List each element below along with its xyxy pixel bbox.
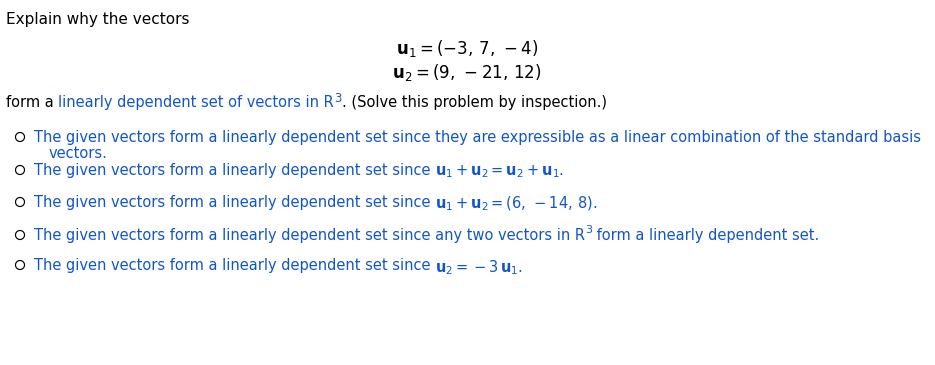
- Text: vectors.: vectors.: [49, 146, 108, 161]
- Text: 3: 3: [334, 92, 341, 105]
- Text: The given vectors form a linearly dependent set since: The given vectors form a linearly depend…: [34, 258, 435, 273]
- Text: The given vectors form a linearly dependent set since: The given vectors form a linearly depend…: [34, 195, 435, 210]
- Text: 3: 3: [585, 225, 592, 235]
- Text: $\mathbf{u}_2 = (9,\,-21,\,12)$: $\mathbf{u}_2 = (9,\,-21,\,12)$: [392, 62, 541, 83]
- Text: linearly dependent set of vectors in R: linearly dependent set of vectors in R: [58, 95, 334, 110]
- Text: $\mathbf{u}_1 + \mathbf{u}_2 = \mathbf{u}_2 + \mathbf{u}_1.$: $\mathbf{u}_1 + \mathbf{u}_2 = \mathbf{u…: [435, 163, 564, 180]
- Text: $\mathbf{u}_1 + \mathbf{u}_2 = (6,\,-14,\,8).$: $\mathbf{u}_1 + \mathbf{u}_2 = (6,\,-14,…: [435, 195, 597, 214]
- Text: The given vectors form a linearly dependent set since they are expressible as a : The given vectors form a linearly depend…: [34, 130, 921, 145]
- Text: $\mathbf{u}_2 = -3\,\mathbf{u}_1.$: $\mathbf{u}_2 = -3\,\mathbf{u}_1.$: [435, 258, 523, 277]
- Text: form a linearly dependent set.: form a linearly dependent set.: [592, 228, 819, 243]
- Text: The given vectors form a linearly dependent set since any two vectors in R: The given vectors form a linearly depend…: [34, 228, 585, 243]
- Text: . (Solve this problem by inspection.): . (Solve this problem by inspection.): [341, 95, 607, 110]
- Text: $\mathbf{u}_1 = (-3,\,7,\,-4)$: $\mathbf{u}_1 = (-3,\,7,\,-4)$: [396, 38, 539, 59]
- Text: The given vectors form a linearly dependent set since: The given vectors form a linearly depend…: [34, 163, 435, 178]
- Text: form a: form a: [6, 95, 58, 110]
- Text: Explain why the vectors: Explain why the vectors: [6, 12, 190, 27]
